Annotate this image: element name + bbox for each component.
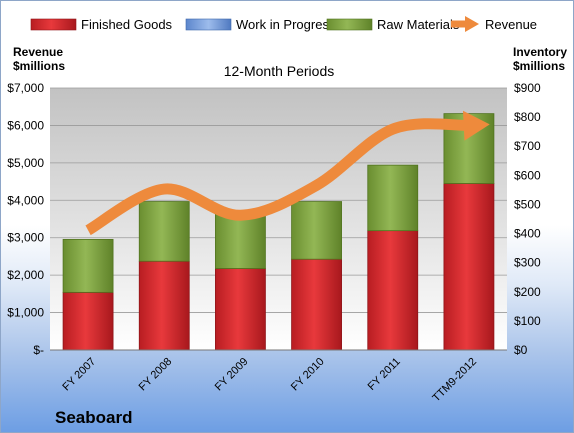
- right-tick-label: $0: [514, 343, 528, 357]
- bar-raw-materials: [367, 164, 419, 232]
- right-tick-label: $300: [514, 256, 541, 270]
- legend: Finished Goods Work in Progress Raw Mate…: [30, 16, 537, 32]
- left-axis-ticks: $- $1,000 $2,000 $3,000 $4,000 $5,000 $6,000 $7…: [7, 81, 44, 357]
- left-tick-label: $-: [33, 343, 44, 357]
- bars: [62, 113, 495, 351]
- x-tick-label: FY 2009: [213, 356, 251, 394]
- bar-finished-goods: [215, 268, 266, 351]
- legend-label-revenue: Revenue: [485, 17, 537, 32]
- legend-item-finished-goods: Finished Goods: [30, 17, 173, 32]
- revenue-arrowhead: [462, 110, 490, 141]
- left-tick-label: $6,000: [7, 118, 44, 132]
- legend-item-raw-materials: Raw Materials: [326, 17, 460, 32]
- right-tick-label: $600: [514, 168, 541, 182]
- x-tick-label: TTM9-2012: [430, 356, 479, 405]
- bar-finished-goods: [291, 258, 342, 351]
- legend-item-work-in-progress: Work in Progress: [185, 17, 336, 32]
- right-axis-title-line1: Inventory: [513, 45, 567, 59]
- bar-raw-materials: [62, 238, 114, 293]
- left-tick-label: $3,000: [7, 231, 44, 245]
- x-tick-label: FY 2011: [366, 356, 403, 393]
- chart-subtitle: 12-Month Periods: [224, 63, 335, 79]
- right-axis-title-line2: $millions: [513, 59, 565, 73]
- plot-area: [50, 88, 507, 350]
- left-axis-title-line2: $millions: [13, 59, 65, 73]
- left-axis-title-line1: Revenue: [13, 45, 63, 59]
- legend-label-work-in-progress: Work in Progress: [236, 17, 336, 32]
- left-tick-label: $5,000: [7, 156, 44, 170]
- bar-raw-materials: [215, 212, 266, 269]
- left-tick-label: $2,000: [7, 268, 44, 282]
- legend-revenue-arrow: [465, 16, 479, 32]
- left-tick-label: $1,000: [7, 306, 44, 320]
- bar-raw-materials: [138, 201, 190, 262]
- right-tick-label: $100: [514, 314, 541, 328]
- x-tick-label: FY 2010: [289, 356, 327, 394]
- revenue-line-group: [85, 110, 490, 236]
- right-tick-label: $800: [514, 110, 541, 124]
- bar-finished-goods: [443, 183, 495, 351]
- company-name: Seaboard: [55, 408, 132, 427]
- legend-item-revenue: Revenue: [451, 16, 537, 32]
- bar-finished-goods: [138, 260, 190, 351]
- right-tick-label: $400: [514, 227, 541, 241]
- legend-label-raw-materials: Raw Materials: [377, 17, 460, 32]
- right-tick-label: $700: [514, 139, 541, 153]
- left-tick-label: $4,000: [7, 193, 44, 207]
- right-tick-label: $200: [514, 285, 541, 299]
- x-axis-ticks: FY 2007 FY 2008 FY 2009 FY 2010 FY 2011 TTM9-…: [60, 356, 479, 405]
- left-tick-label: $7,000: [7, 81, 44, 95]
- right-tick-label: $500: [514, 197, 541, 211]
- legend-label-finished-goods: Finished Goods: [81, 17, 173, 32]
- bar-finished-goods: [62, 291, 114, 351]
- bar-finished-goods: [367, 230, 419, 351]
- revenue-line: [85, 118, 470, 236]
- bar-raw-materials: [291, 201, 342, 260]
- right-tick-label: $900: [514, 81, 541, 95]
- right-axis-ticks: $0 $100 $200 $300 $400 $500 $600 $700 $800 $900: [514, 81, 541, 357]
- x-tick-label: FY 2007: [60, 356, 98, 394]
- x-tick-label: FY 2008: [137, 356, 175, 394]
